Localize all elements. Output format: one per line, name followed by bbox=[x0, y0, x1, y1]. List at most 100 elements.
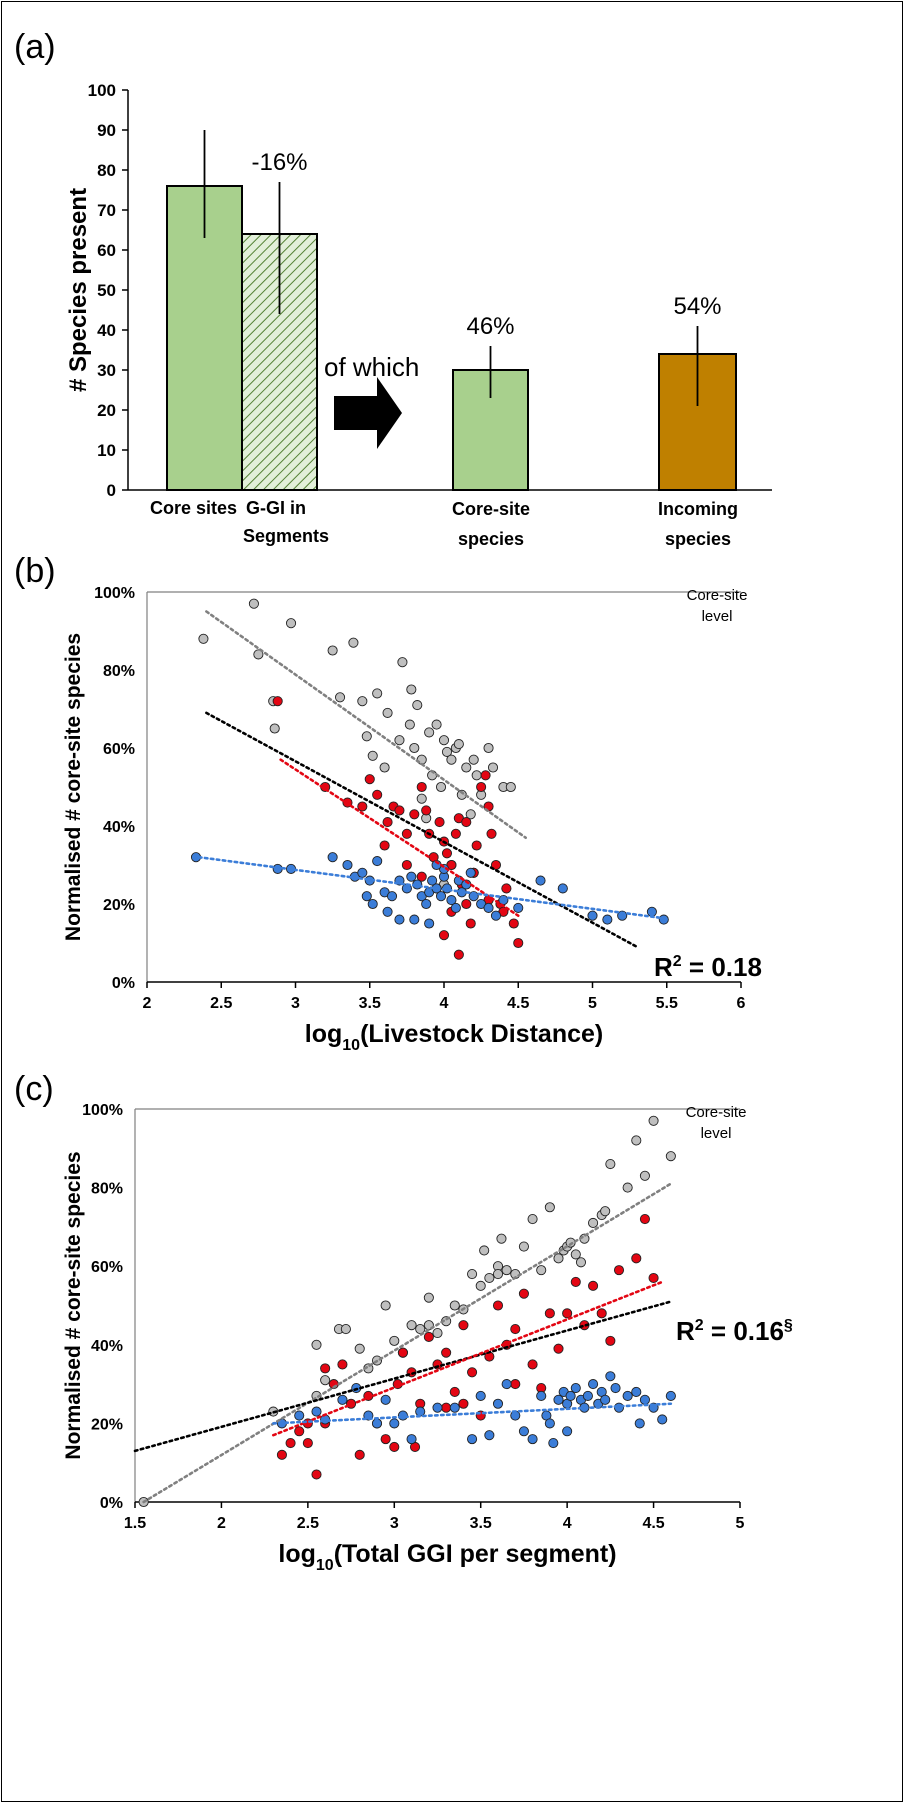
panel-b-point-grey bbox=[397, 657, 408, 668]
panel-c-x-tick-label: 4 bbox=[563, 1515, 572, 1532]
panel-c-point-blue bbox=[562, 1426, 573, 1437]
panel-b-point-blue bbox=[450, 902, 461, 913]
panel-b-point-red bbox=[501, 883, 512, 894]
arrow-text: of which bbox=[324, 352, 419, 382]
panel-c-point-grey bbox=[639, 1170, 650, 1181]
panel-b-point-grey bbox=[487, 762, 499, 773]
panel-b-point-grey bbox=[379, 762, 390, 773]
panel-c-y-tick-label: 60% bbox=[91, 1259, 123, 1276]
panel-a-category-label: Core sites bbox=[150, 498, 237, 518]
panel-b-point-red bbox=[401, 828, 412, 839]
panel-c-point-blue bbox=[600, 1394, 611, 1405]
panel-c-point-blue bbox=[536, 1390, 547, 1401]
panel-a-category-label: species bbox=[458, 529, 524, 549]
panel-b-point-blue bbox=[406, 871, 417, 882]
panel-b-point-grey bbox=[435, 781, 447, 793]
panel-b-point-red bbox=[394, 805, 405, 816]
panel-c-point-blue bbox=[588, 1379, 599, 1390]
panel-b-r2-value: = 0.18 bbox=[682, 952, 762, 982]
panel-b-point-grey bbox=[416, 793, 427, 804]
panel-b-point-red bbox=[465, 918, 476, 929]
panel-c-point-blue bbox=[406, 1434, 417, 1445]
panel-c-point-grey bbox=[432, 1327, 443, 1339]
panel-c-point-grey bbox=[423, 1292, 434, 1303]
panel-c-x-axis-label-rest: (Total GGI per segment) bbox=[334, 1540, 617, 1568]
panel-c-x-tick-label: 5 bbox=[736, 1515, 745, 1532]
panel-c-point-grey bbox=[588, 1217, 599, 1229]
panel-b-point-red bbox=[486, 828, 497, 839]
panel-b-point-grey bbox=[412, 700, 423, 711]
panel-a-y-axis-label: # Species present bbox=[65, 188, 92, 392]
panel-b-point-blue bbox=[602, 914, 613, 925]
panel-c-trendline-1 bbox=[133, 1300, 673, 1453]
panel-b-y-tick-label: 100% bbox=[94, 585, 135, 602]
panel-b-point-red bbox=[461, 817, 472, 828]
panel-c-point-grey bbox=[544, 1202, 555, 1213]
panel-b-point-grey bbox=[409, 742, 420, 754]
bar-annotation-1: -16% bbox=[251, 149, 307, 176]
panel-c-point-red bbox=[337, 1359, 348, 1370]
panel-c-point-grey bbox=[311, 1339, 322, 1350]
panel-b-point-red bbox=[416, 871, 427, 882]
panel-c-point-grey bbox=[475, 1280, 486, 1291]
panel-b-point-grey bbox=[471, 770, 482, 781]
panel-c-point-red bbox=[423, 1331, 434, 1342]
panel-c-point-blue bbox=[634, 1418, 645, 1429]
panel-c-point-red bbox=[294, 1426, 305, 1437]
panel-a-y-tick-label: 60 bbox=[97, 241, 116, 260]
panel-b-point-blue bbox=[557, 883, 568, 894]
panel-c-point-grey bbox=[479, 1245, 490, 1256]
panel-b-trendline-2 bbox=[279, 758, 520, 918]
panel-b-point-blue bbox=[658, 914, 669, 925]
panel-b-point-blue bbox=[272, 863, 283, 874]
panel-c-point-blue bbox=[565, 1390, 576, 1401]
panel-c-r2-sup: 2 bbox=[695, 1317, 704, 1334]
panel-b-point-red bbox=[379, 840, 390, 851]
panel-b-y-tick-label: 20% bbox=[103, 897, 135, 914]
panel-c-point-grey bbox=[600, 1206, 611, 1217]
panel-b-y-tick-label: 60% bbox=[103, 741, 135, 758]
panel-c-point-red bbox=[441, 1402, 452, 1413]
panel-b-point-blue bbox=[490, 910, 502, 921]
panel-b-x-tick-label: 4 bbox=[440, 995, 449, 1012]
panel-b-x-axis-label-rest: (Livestock Distance) bbox=[360, 1020, 603, 1048]
panel-a-category-label: Incoming bbox=[658, 499, 738, 519]
panel-c-point-red bbox=[276, 1449, 287, 1460]
panel-c-point-red bbox=[302, 1438, 313, 1449]
panel-b-point-grey bbox=[406, 684, 417, 695]
panel-b-point-red bbox=[434, 817, 445, 828]
panel-c-point-red bbox=[389, 1441, 400, 1453]
panel-c-x-tick-label: 2.5 bbox=[297, 1515, 319, 1532]
panel-b-trendline-1 bbox=[205, 711, 639, 949]
panel-b-point-blue bbox=[367, 898, 378, 910]
panel-b-point-blue bbox=[535, 875, 546, 886]
panel-b-point-blue bbox=[386, 891, 398, 902]
panel-c-x-tick-label: 3 bbox=[390, 1515, 399, 1532]
panel-b-point-red bbox=[372, 789, 383, 800]
panel-c-point-red bbox=[380, 1434, 391, 1445]
panel-c-point-grey bbox=[570, 1249, 581, 1260]
panel-b-trendline-0 bbox=[205, 610, 527, 840]
panel-a-y-tick-label: 40 bbox=[97, 321, 116, 340]
panel-c-y-tick-label: 40% bbox=[91, 1338, 123, 1355]
panel-b-y-tick-label: 80% bbox=[103, 663, 135, 680]
panel-b-point-grey bbox=[404, 719, 415, 730]
panel-b-point-blue bbox=[327, 852, 338, 863]
panel-c-y-tick-label: 80% bbox=[91, 1181, 123, 1198]
panel-b-point-blue bbox=[372, 856, 383, 867]
panel-b-point-grey bbox=[438, 735, 450, 746]
panel-b-point-red bbox=[357, 801, 368, 812]
panel-c-r2-mark: § bbox=[784, 1317, 793, 1334]
panel-c-point-red bbox=[510, 1324, 521, 1335]
panel-b-point-grey bbox=[248, 598, 259, 609]
panel-c-trendline-3 bbox=[271, 1402, 673, 1425]
panel-c-point-red bbox=[639, 1213, 650, 1225]
panel-c-y-tick-label: 0% bbox=[100, 1495, 123, 1512]
panel-c-point-grey bbox=[389, 1335, 400, 1346]
panel-c-point-red bbox=[588, 1280, 599, 1291]
arrow-shape bbox=[334, 377, 402, 449]
panel-c-x-axis-label-main: log bbox=[278, 1540, 316, 1568]
panel-b-point-red bbox=[416, 781, 427, 793]
